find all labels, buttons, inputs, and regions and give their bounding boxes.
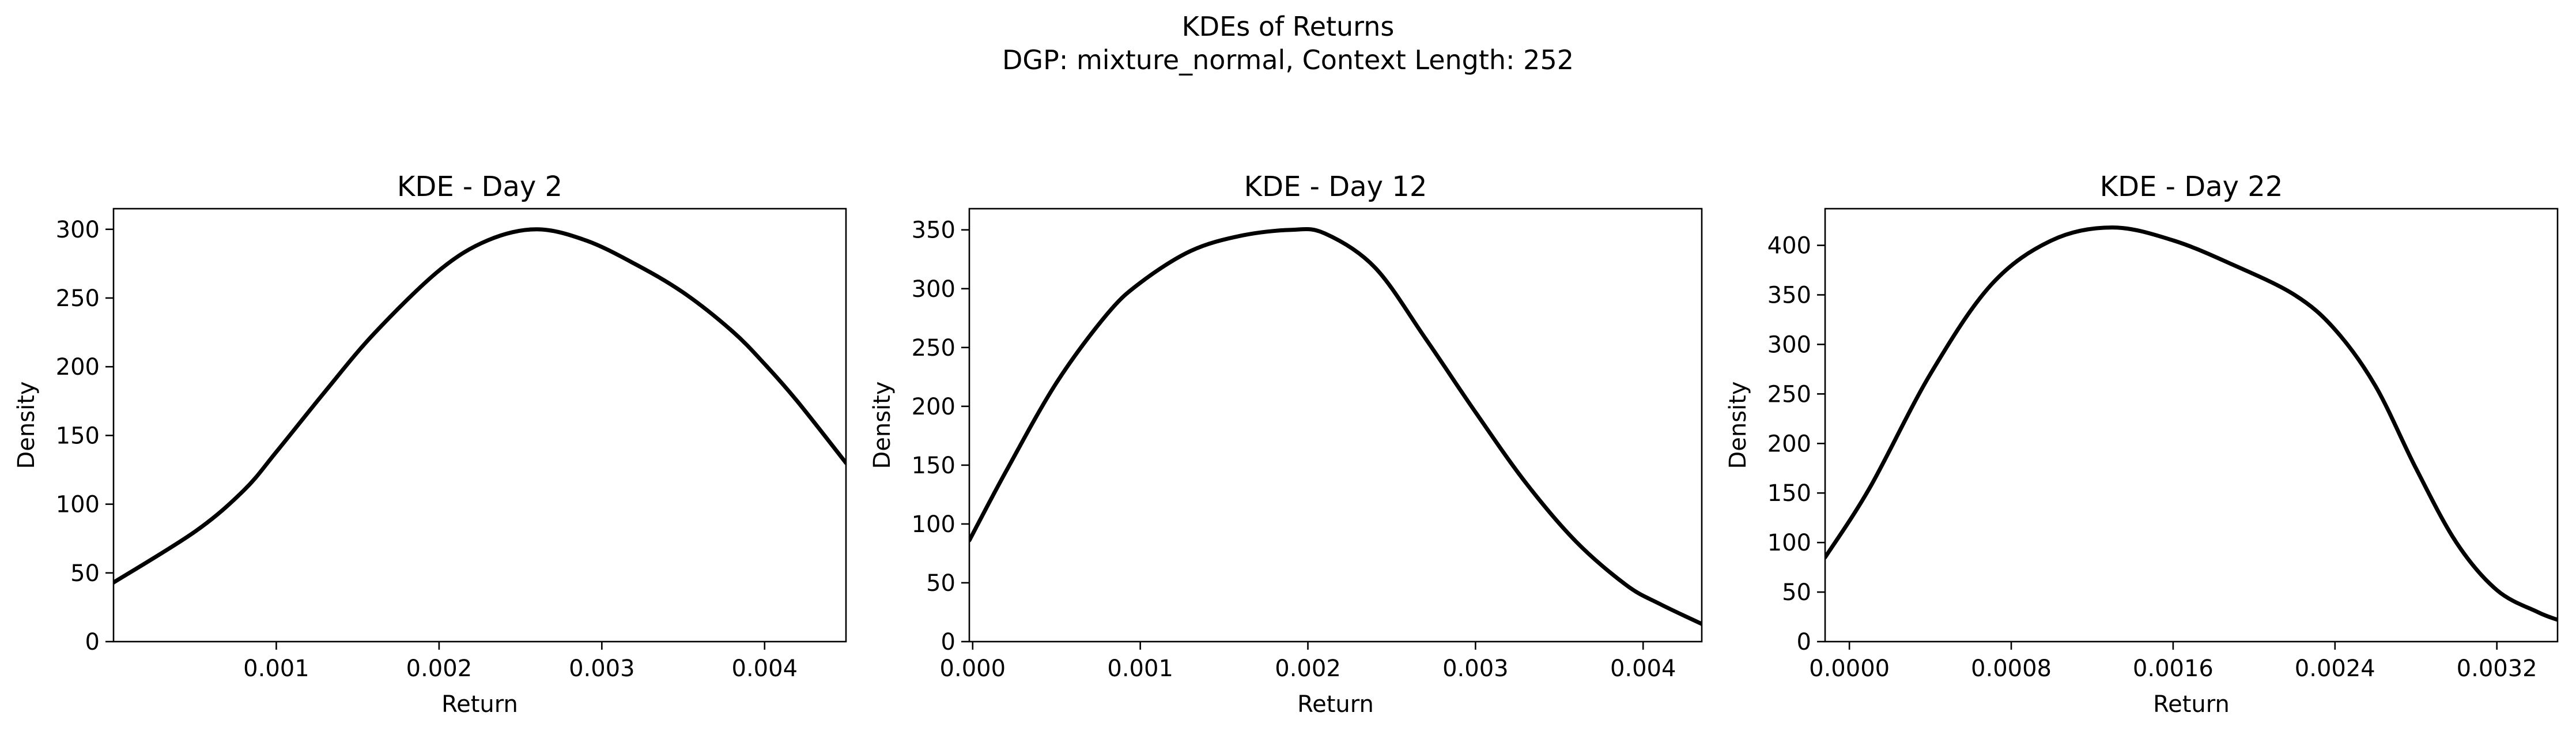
y-tick-label: 350 [912,217,955,244]
y-axis-label: Density [1725,381,1751,469]
y-tick-label: 250 [1767,381,1811,408]
x-tick-label: 0.0024 [2295,655,2375,682]
x-tick-label: 0.000 [940,655,1006,682]
x-tick-label: 0.0000 [1809,655,1890,682]
x-tick-label: 0.0008 [1971,655,2052,682]
y-tick-label: 200 [56,354,100,380]
figure-title: KDEs of Returns [1182,11,1395,42]
y-tick-label: 350 [1767,282,1811,309]
y-tick-label: 250 [56,285,100,312]
y-tick-label: 250 [912,335,955,361]
y-tick-label: 400 [1767,233,1811,259]
y-tick-label: 150 [1767,480,1811,507]
axes-frame [112,208,847,643]
figure-subtitle: DGP: mixture_normal, Context Length: 252 [1002,44,1574,76]
y-axis-label: Density [13,381,40,469]
x-tick-label: 0.001 [243,655,309,682]
kde-line [114,227,846,585]
y-tick-label: 100 [56,492,100,518]
x-tick-label: 0.003 [569,655,635,682]
x-axis-label: Return [441,691,518,718]
chart-panel-day-2: 0.001 0.002 0.003 0.004 0 50 100 150 200 250 300 KD… [13,171,847,718]
y-tick-label: 100 [912,511,955,538]
y-tick-label: 0 [85,629,100,655]
y-axis-label: Density [869,381,896,469]
x-axis-label: Return [2153,691,2230,718]
axes-frame [968,208,1703,643]
subplot-title: KDE - Day 22 [2100,171,2283,203]
y-tick-label: 300 [912,276,955,303]
x-tick-label: 0.0032 [2457,655,2537,682]
x-tick-label: 0.001 [1107,655,1173,682]
x-tick-label: 0.004 [732,655,798,682]
y-tick-label: 0 [941,629,955,655]
y-tick-label: 50 [1782,579,1811,606]
y-tick-label: 150 [912,453,955,479]
y-tick-label: 300 [1767,331,1811,358]
subplot-title: KDE - Day 12 [1244,171,1427,203]
chart-panel-day-12: 0.000 0.001 0.002 0.003 0.004 0 50 100 150 200 250… [869,171,1703,718]
kde-line [1825,225,2558,622]
axes-frame [1824,208,2559,643]
y-tick-label: 50 [926,570,955,597]
chart-panel-day-22: 0.0000 0.0008 0.0016 0.0024 0.0032 0 50 100 150 2… [1725,171,2559,718]
x-axis-label: Return [1297,691,1374,718]
y-tick-label: 300 [56,217,100,243]
kde-line [969,227,1702,626]
x-tick-label: 0.003 [1442,655,1509,682]
y-tick-label: 150 [56,423,100,449]
x-tick-label: 0.0016 [2133,655,2214,682]
y-tick-label: 200 [912,394,955,420]
x-tick-label: 0.004 [1610,655,1676,682]
y-tick-label: 200 [1767,431,1811,457]
y-tick-label: 50 [70,560,100,587]
x-tick-label: 0.002 [1275,655,1341,682]
y-tick-label: 0 [1797,629,1811,655]
y-tick-label: 100 [1767,530,1811,556]
subplot-title: KDE - Day 2 [397,171,562,203]
x-tick-label: 0.002 [406,655,473,682]
